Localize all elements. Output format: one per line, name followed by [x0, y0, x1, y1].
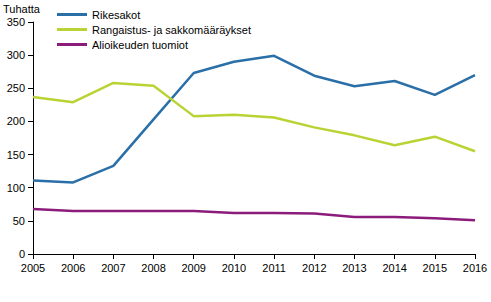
svg-text:0: 0: [19, 248, 25, 260]
svg-text:50: 50: [13, 215, 25, 227]
svg-text:Alioikeuden tuomiot: Alioikeuden tuomiot: [92, 39, 188, 51]
svg-text:2012: 2012: [302, 262, 326, 274]
svg-text:350: 350: [7, 16, 25, 28]
svg-text:200: 200: [7, 115, 25, 127]
svg-text:2015: 2015: [423, 262, 447, 274]
svg-text:2007: 2007: [101, 262, 125, 274]
svg-text:Rikesakot: Rikesakot: [92, 9, 140, 21]
svg-text:2008: 2008: [141, 262, 165, 274]
svg-text:2011: 2011: [262, 262, 286, 274]
svg-text:2006: 2006: [61, 262, 85, 274]
svg-text:2013: 2013: [342, 262, 366, 274]
svg-text:100: 100: [7, 182, 25, 194]
svg-text:Tuhatta: Tuhatta: [3, 3, 41, 15]
svg-text:150: 150: [7, 149, 25, 161]
svg-text:2005: 2005: [21, 262, 45, 274]
svg-text:300: 300: [7, 49, 25, 61]
svg-text:2009: 2009: [181, 262, 205, 274]
svg-text:Rangaistus- ja sakkomääräykset: Rangaistus- ja sakkomääräykset: [92, 24, 251, 36]
svg-text:2014: 2014: [382, 262, 406, 274]
svg-text:2010: 2010: [222, 262, 246, 274]
svg-text:250: 250: [7, 82, 25, 94]
svg-text:2016: 2016: [463, 262, 487, 274]
